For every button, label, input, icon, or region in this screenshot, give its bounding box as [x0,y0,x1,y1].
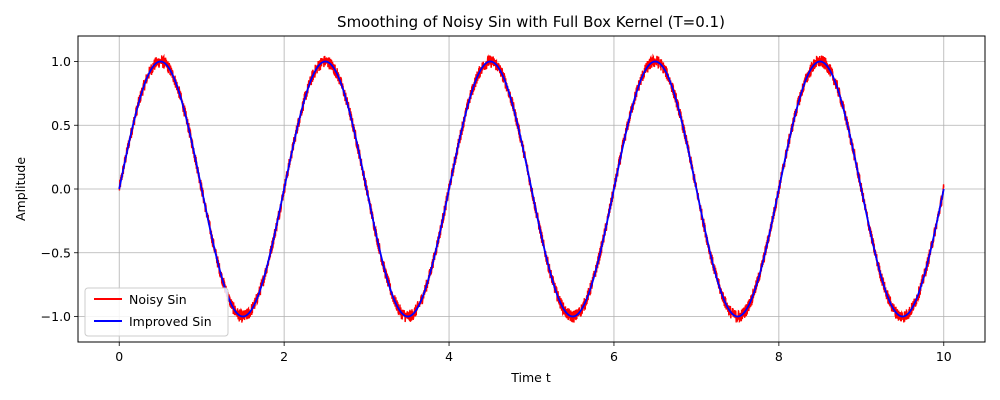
y-axis-label: Amplitude [13,157,28,221]
y-axis: −1.0 −0.5 0.0 0.5 1.0 [41,54,78,324]
x-axis: 0 2 4 6 8 10 [115,342,952,364]
legend-label-improved-sin: Improved Sin [129,314,212,329]
x-tick-label: 4 [445,349,453,364]
legend-label-noisy-sin: Noisy Sin [129,292,187,307]
legend: Noisy Sin Improved Sin [84,287,229,337]
chart-title: Smoothing of Noisy Sin with Full Box Ker… [337,13,725,31]
x-tick-label: 10 [936,349,952,364]
series-line-improved-sin [118,60,945,318]
x-tick-label: 0 [115,349,123,364]
x-tick-label: 6 [610,349,618,364]
y-tick-label: 0.0 [51,182,71,197]
y-tick-label: 0.5 [51,118,71,133]
y-tick-label: −1.0 [41,309,71,324]
y-tick-label: 1.0 [51,54,71,69]
plot-area [118,53,945,324]
x-tick-label: 8 [775,349,783,364]
x-axis-label: Time t [510,370,551,385]
y-tick-label: −0.5 [41,245,71,260]
x-tick-label: 2 [280,349,288,364]
